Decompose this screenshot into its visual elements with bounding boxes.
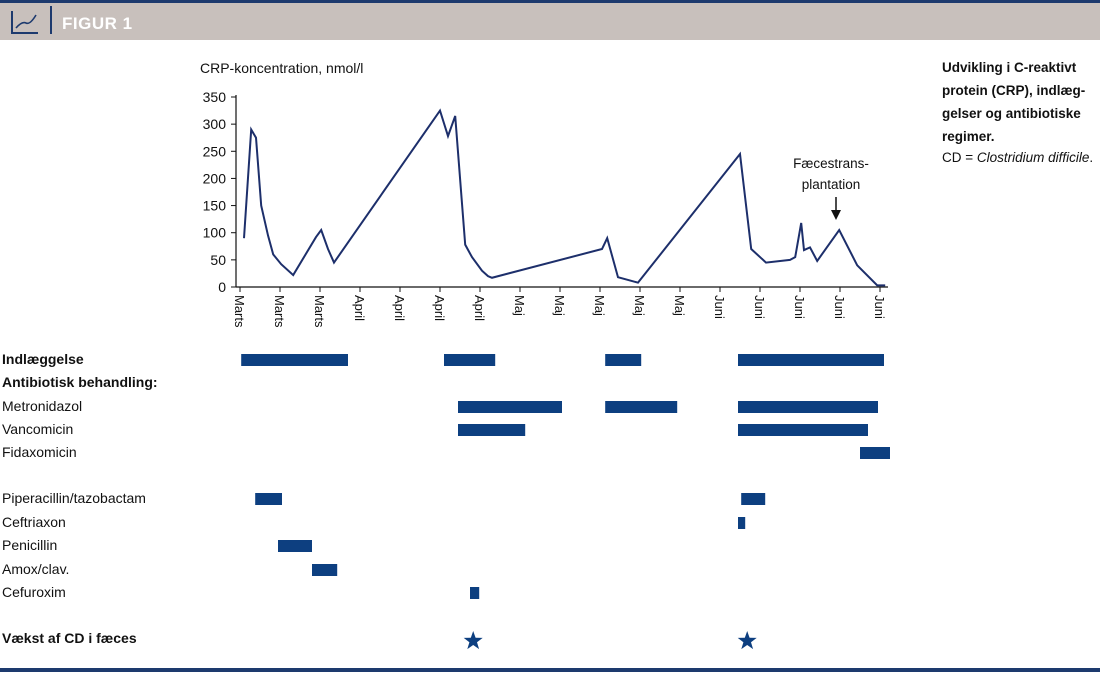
- cd-suffix: .: [1089, 150, 1094, 165]
- row-label: Amox/clav.: [2, 561, 70, 577]
- y-tick-label: 150: [203, 198, 227, 214]
- x-tick-label: Maj: [552, 295, 567, 316]
- treatment-bar: [458, 401, 562, 413]
- annotation-text: plantation: [802, 177, 861, 192]
- top-rule: [0, 0, 1100, 3]
- annotation-text: Fæcestrans-: [793, 156, 869, 171]
- y-axis-label: CRP-koncentration, nmol/l: [200, 60, 363, 76]
- row-label: Penicillin: [2, 537, 58, 553]
- row-label: Ceftriaxon: [2, 514, 66, 530]
- x-tick-label: Maj: [592, 295, 607, 316]
- treatment-bar: [241, 354, 348, 366]
- y-tick-label: 50: [210, 252, 226, 268]
- abbreviation-note: CD = Clostridium difficile.: [942, 150, 1093, 165]
- treatment-bar: [738, 517, 746, 529]
- row-label: Antibiotisk behandling:: [2, 374, 158, 390]
- x-tick-label: April: [392, 295, 407, 321]
- y-tick-label: 250: [203, 143, 227, 159]
- row-label: Cefuroxim: [2, 584, 66, 600]
- figure-title: FIGUR 1: [62, 14, 133, 33]
- treatment-bar: [255, 493, 282, 505]
- x-tick-label: Marts: [312, 295, 327, 328]
- treatment-bar: [605, 401, 678, 413]
- star-icon: [463, 631, 483, 650]
- treatment-bar: [470, 587, 480, 599]
- y-tick-label: 0: [218, 279, 226, 295]
- x-tick-label: Juni: [792, 295, 807, 319]
- treatment-bar: [444, 354, 496, 366]
- x-tick-label: Marts: [272, 295, 287, 328]
- crp-line: [243, 108, 886, 287]
- treatment-bar: [605, 354, 642, 366]
- line-chart-icon: [11, 11, 38, 34]
- treatment-bar: [741, 493, 766, 505]
- caption-line: Udvikling i C-reaktivt: [942, 60, 1077, 75]
- x-tick-label: Juni: [832, 295, 847, 319]
- cd-prefix: CD =: [942, 150, 977, 165]
- figure-header: FIGUR 1: [0, 3, 1100, 40]
- treatment-bar: [278, 540, 312, 552]
- x-tick-label: April: [352, 295, 367, 321]
- treatment-bar: [458, 424, 526, 436]
- y-tick-label: 100: [203, 225, 227, 241]
- row-label: Indlæggelse: [2, 351, 84, 367]
- treatment-bar: [312, 564, 338, 576]
- x-tick-label: Juni: [712, 295, 727, 319]
- row-label: Fidaxomicin: [2, 444, 77, 460]
- treatment-bar: [738, 424, 868, 436]
- x-tick-label: Maj: [512, 295, 527, 316]
- star-icon: [737, 631, 757, 650]
- row-label: Metronidazol: [2, 398, 83, 414]
- treatment-bar: [738, 401, 878, 413]
- x-tick-label: Maj: [632, 295, 647, 316]
- annotation-arrow-head: [831, 210, 841, 220]
- figure-caption: Udvikling i C-reaktivt protein (CRP), in…: [942, 56, 1100, 148]
- x-tick-label: Juni: [872, 295, 887, 319]
- treatment-bar: [860, 447, 890, 459]
- x-tick-label: Juni: [752, 295, 767, 319]
- caption-line: gelser og antibiotiske: [942, 106, 1081, 121]
- x-tick-label: Maj: [672, 295, 687, 316]
- x-tick-label: April: [432, 295, 447, 321]
- bottom-rule: [0, 668, 1100, 672]
- row-label: Vancomicin: [2, 421, 74, 437]
- cd-name: Clostridium difficile: [976, 150, 1090, 165]
- y-tick-label: 300: [203, 116, 227, 132]
- y-tick-label: 200: [203, 170, 227, 186]
- y-tick-label: 350: [203, 89, 227, 105]
- x-tick-label: April: [472, 295, 487, 321]
- treatment-bar: [738, 354, 884, 366]
- x-tick-label: Marts: [232, 295, 247, 328]
- row-label: Piperacillin/tazobactam: [2, 490, 146, 506]
- caption-line: regimer.: [942, 129, 995, 144]
- header-separator: [50, 6, 52, 34]
- caption-line: protein (CRP), indlæg-: [942, 83, 1086, 98]
- row-label: Vækst af CD i fæces: [2, 630, 137, 646]
